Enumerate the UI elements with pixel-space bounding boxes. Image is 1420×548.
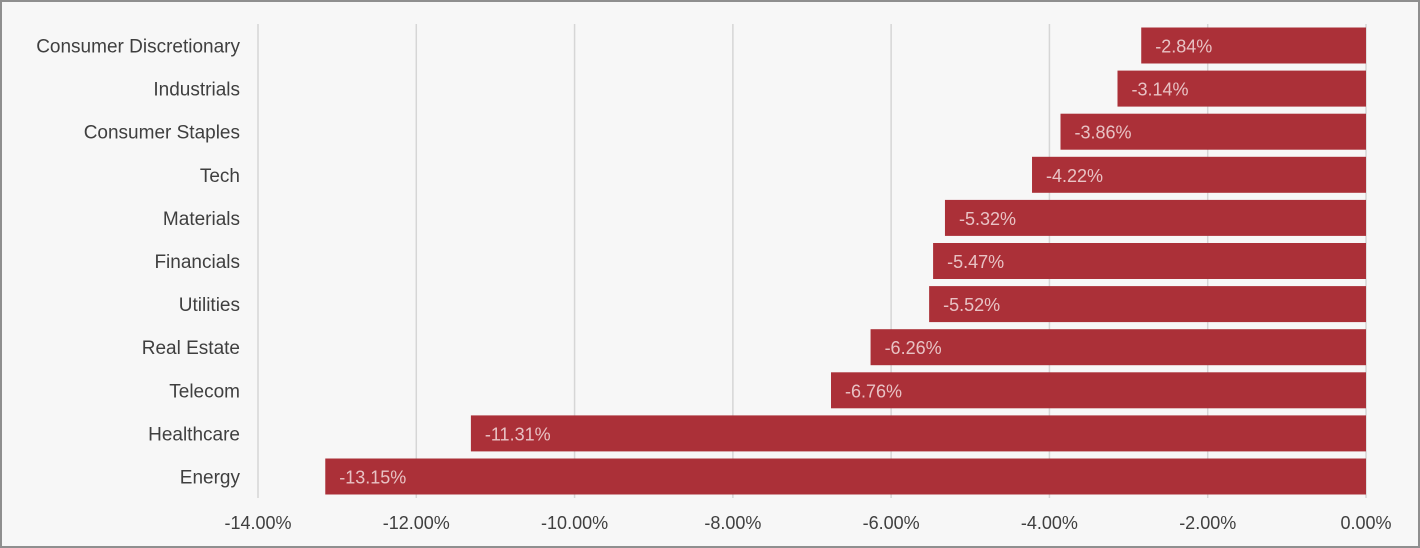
x-tick-label-0: -14.00% [224, 513, 291, 533]
category-label-6: Utilities [179, 295, 240, 316]
data-label-5: -5.47% [947, 252, 1004, 272]
bars: -2.84% -3.14% -3.86% -4.22% -5.32% -5.47% -5.5… [325, 27, 1366, 495]
x-tick-label-3: -8.00% [704, 513, 761, 533]
category-label-9: Healthcare [148, 424, 240, 445]
x-tick-label-6: -2.00% [1179, 513, 1236, 533]
category-label-1: Industrials [153, 80, 240, 101]
bar-0 [1141, 27, 1366, 64]
data-label-1: -3.14% [1131, 80, 1188, 100]
data-label-0: -2.84% [1155, 37, 1212, 57]
data-label-2: -3.86% [1075, 123, 1132, 143]
x-tick-label-4: -6.00% [863, 513, 920, 533]
bar-2 [1060, 113, 1366, 150]
category-label-0: Consumer Discretionary [36, 37, 240, 58]
category-label-7: Real Estate [142, 338, 240, 359]
x-tick-label-1: -12.00% [383, 513, 450, 533]
data-label-4: -5.32% [959, 209, 1016, 229]
category-label-10: Energy [180, 468, 241, 489]
bar-3 [1032, 156, 1366, 193]
category-label-5: Financials [154, 252, 240, 273]
bar-8 [830, 372, 1366, 409]
bar-7 [870, 329, 1366, 366]
data-label-8: -6.76% [845, 381, 902, 401]
category-label-2: Consumer Staples [84, 123, 240, 144]
data-label-10: -13.15% [339, 468, 406, 488]
category-label-8: Telecom [169, 381, 240, 402]
x-tick-label-2: -10.00% [541, 513, 608, 533]
data-label-6: -5.52% [943, 295, 1000, 315]
data-label-7: -6.26% [885, 338, 942, 358]
bar-5 [933, 243, 1366, 279]
bar-1 [1117, 70, 1366, 107]
data-label-3: -4.22% [1046, 166, 1103, 186]
x-tick-label-5: -4.00% [1021, 513, 1078, 533]
bar-4 [944, 199, 1366, 236]
category-label-4: Materials [163, 209, 240, 230]
data-label-9: -11.31% [485, 424, 551, 444]
bar-10 [325, 458, 1366, 495]
category-label-3: Tech [200, 166, 240, 187]
x-tick-label-7: 0.00% [1340, 513, 1391, 533]
bar-9 [470, 415, 1366, 452]
x-axis-tick-labels: -14.00% -12.00% -10.00% -8.00% -6.00% -4.00% -… [224, 513, 1391, 533]
bar-6 [929, 286, 1366, 323]
category-labels: Consumer Discretionary Industrials Consume… [36, 37, 240, 489]
